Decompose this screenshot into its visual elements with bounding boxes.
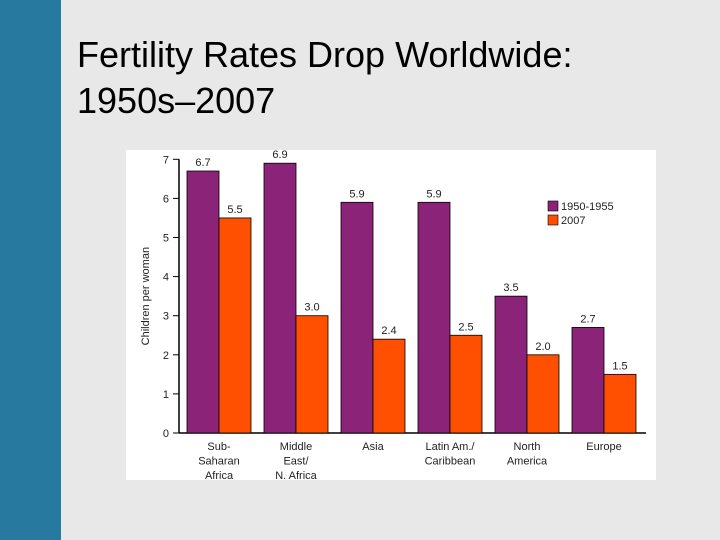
x-tick-label: Middle	[280, 441, 312, 453]
bar-1950-1955	[263, 162, 297, 434]
x-tick-label: East/	[283, 456, 309, 468]
bar-1950-1955	[417, 201, 451, 434]
x-tick-label: Europe	[586, 441, 621, 453]
y-axis-label: Children per woman	[140, 247, 152, 345]
sidebar-accent-bar	[0, 0, 61, 540]
x-tick-label: Sub-	[207, 441, 231, 453]
y-tick-label: 1	[163, 389, 169, 401]
y-tick-label: 4	[163, 272, 169, 284]
data-label: 1.5	[612, 360, 627, 372]
bar-2007	[295, 315, 329, 434]
bar-2007	[372, 338, 406, 434]
legend-label: 2007	[561, 215, 585, 227]
legend-label: 1950-1955	[561, 201, 614, 213]
y-tick-label: 5	[163, 233, 169, 245]
legend-swatch	[547, 200, 559, 212]
x-tick-label: North	[514, 441, 541, 453]
bar-chart: 0 1 2 3 4 5 6 7 Children per woman 6.7 5.5 Sub- Saha…	[126, 149, 656, 482]
x-tick-label: America	[507, 456, 548, 468]
bar-1950-1955	[186, 170, 220, 434]
data-label: 2.0	[535, 341, 550, 353]
x-tick-label: Saharan	[198, 456, 240, 468]
bar-2007	[603, 373, 637, 434]
chart-svg: 0 1 2 3 4 5 6 7 Children per woman 6.7 5.5 Sub- Saha…	[140, 149, 646, 482]
x-tick-label: Africa	[205, 470, 234, 480]
bar-2007	[526, 354, 560, 434]
y-tick-label: 6	[163, 193, 169, 205]
data-label: 6.7	[195, 157, 210, 169]
x-tick-label: Caribbean	[425, 456, 476, 468]
x-tick-label: N. Africa	[275, 470, 317, 480]
x-tick-label: Latin Am./	[426, 441, 476, 453]
y-tick-label: 2	[163, 350, 169, 362]
bar-1950-1955	[340, 201, 374, 434]
title-line-1: Fertility Rates Drop Worldwide:	[77, 34, 573, 75]
data-label: 5.9	[349, 188, 364, 200]
bar-2007	[218, 217, 252, 434]
data-label: 5.9	[426, 188, 441, 200]
data-label: 2.7	[580, 313, 595, 325]
data-label: 3.0	[304, 302, 319, 314]
y-tick-label: 0	[163, 428, 169, 440]
bar-2007	[449, 334, 483, 434]
data-label: 3.5	[503, 282, 518, 294]
y-tick-label: 7	[163, 154, 169, 166]
y-tick-label: 3	[163, 311, 169, 323]
bar-1950-1955	[494, 295, 528, 434]
bar-1950-1955	[571, 327, 605, 434]
data-label: 5.5	[227, 204, 242, 216]
data-label: 2.5	[458, 321, 473, 333]
data-label: 6.9	[272, 150, 287, 161]
data-label: 2.4	[381, 325, 396, 337]
x-tick-label: Asia	[362, 441, 384, 453]
slide-title: Fertility Rates Drop Worldwide: 1950s–20…	[77, 32, 697, 124]
title-line-2: 1950s–2007	[77, 80, 276, 121]
legend-swatch	[547, 214, 559, 226]
